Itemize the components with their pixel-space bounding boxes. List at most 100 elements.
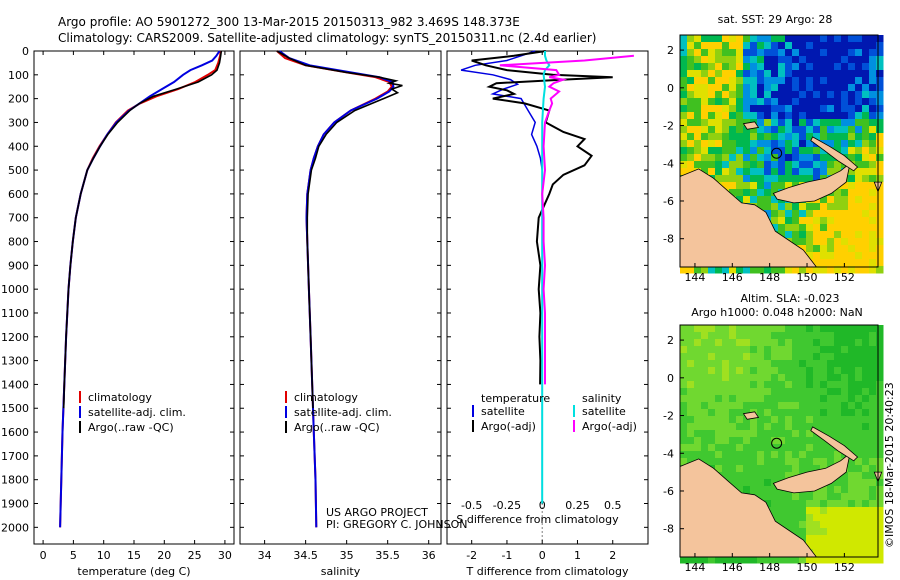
sla-map-cell: [827, 514, 835, 522]
sat-sst-map-cell: [834, 140, 842, 148]
sat-sst-map-cell: [813, 56, 821, 64]
sat-sst-map-cell: [841, 77, 849, 85]
sla-map-cell: [799, 521, 807, 529]
sat-sst-map-cell: [799, 210, 807, 218]
sat-sst-map-cell: [680, 98, 688, 106]
sat-sst-map-cell: [701, 105, 709, 113]
sat-sst-map-cell: [806, 133, 814, 141]
sat-sst-map-ytick-label: -8: [663, 233, 674, 246]
sla-map-cell: [736, 465, 744, 473]
sat-sst-map-cell: [820, 112, 828, 120]
sat-sst-map-cell: [827, 42, 835, 50]
sat-sst-map-cell: [827, 238, 835, 246]
sla-map-cell: [792, 423, 800, 431]
sat-sst-map-cell: [771, 91, 779, 99]
temperature-xtick-label: 0: [40, 549, 47, 562]
sla-map-cell: [827, 458, 835, 466]
sla-map-cell: [750, 374, 758, 382]
sat-sst-map-cell: [722, 105, 730, 113]
sat-sst-map-cell: [799, 175, 807, 183]
difference-xtick-label: 2: [609, 549, 616, 562]
sla-map-cell: [743, 325, 751, 333]
sat-sst-map-cell: [757, 168, 765, 176]
sla-map-cell: [722, 346, 730, 354]
sat-sst-map-cell: [750, 77, 758, 85]
sat-sst-map-cell: [771, 133, 779, 141]
sat-sst-map-cell: [785, 203, 793, 211]
sla-map-cell: [736, 339, 744, 347]
sla-map-cell: [820, 374, 828, 382]
sla-map-cell: [869, 479, 877, 487]
sla-map-cell: [855, 353, 863, 361]
sla-map-cell: [694, 437, 702, 445]
sla-map-cell: [743, 430, 751, 438]
sla-map-cell: [862, 521, 870, 529]
sat-sst-map-cell: [862, 203, 870, 211]
sla-map-cell: [764, 451, 772, 459]
sat-sst-map-cell: [694, 35, 702, 43]
sla-map-cell: [806, 521, 814, 529]
sla-map-cell: [862, 332, 870, 340]
sat-sst-map-cell: [855, 203, 863, 211]
sla-map-cell: [841, 395, 849, 403]
sat-sst-map-cell: [750, 84, 758, 92]
sla-map-cell: [869, 367, 877, 375]
sat-sst-map-cell: [848, 245, 856, 253]
sat-sst-map-cell: [708, 49, 716, 57]
salinity-panel: 34 34.5 35 35.5 36salinityclimatologysatelli…: [239, 50, 442, 578]
sla-map-cell: [869, 416, 877, 424]
sat-sst-map-cell: [799, 70, 807, 78]
sla-map-cell: [827, 395, 835, 403]
sat-sst-map-cell: [806, 49, 814, 57]
sat-sst-map-cell: [806, 203, 814, 211]
sat-sst-map-cell: [876, 56, 884, 64]
sla-map-cell: [876, 367, 884, 375]
sat-sst-map-land-newireland: [810, 136, 859, 172]
sla-map-cell: [806, 325, 814, 333]
sat-sst-map-cell: [764, 49, 772, 57]
sla-map-cell: [750, 423, 758, 431]
sat-sst-map-cell: [841, 252, 849, 260]
sat-sst-map-cell: [862, 168, 870, 176]
sat-sst-map-cell: [869, 63, 877, 71]
sat-sst-map-cell: [715, 161, 723, 169]
sla-map-cell: [834, 458, 842, 466]
sla-map-cell: [799, 493, 807, 501]
sat-sst-map-cell: [834, 98, 842, 106]
sat-sst-map-cell: [701, 147, 709, 155]
sla-map-cell: [694, 339, 702, 347]
sla-map-cell: [841, 423, 849, 431]
sla-map-cell: [855, 528, 863, 536]
sla-map-cell: [785, 458, 793, 466]
sat-sst-map-cell: [764, 112, 772, 120]
sat-sst-map-cell: [757, 56, 765, 64]
sat-sst-map-cell: [820, 35, 828, 43]
sla-map-cell: [750, 479, 758, 487]
sla-map-cell: [708, 556, 716, 564]
sat-sst-map-cell: [729, 35, 737, 43]
sla-map-cell: [715, 465, 723, 473]
sla-map-cell: [876, 395, 884, 403]
sat-sst-map-cell: [785, 63, 793, 71]
sat-sst-map-cell: [750, 147, 758, 155]
sat-sst-map-cell: [799, 161, 807, 169]
sat-sst-map-cell: [813, 252, 821, 260]
sat-sst-map-cell: [876, 259, 884, 267]
sat-sst-map-cell: [855, 161, 863, 169]
sla-map-cell: [743, 395, 751, 403]
sat-sst-map-cell: [778, 224, 786, 232]
sat-sst-map-cell: [736, 49, 744, 57]
sat-sst-map-cell: [785, 49, 793, 57]
sla-map-cell: [848, 500, 856, 508]
sat-sst-map-cell: [869, 182, 877, 190]
sla-map-cell: [771, 374, 779, 382]
sla-map-cell: [701, 416, 709, 424]
sla-map-cell: [792, 514, 800, 522]
sat-sst-map-cell: [722, 266, 730, 274]
sat-sst-map-cell: [813, 112, 821, 120]
sla-map-cell: [855, 346, 863, 354]
sat-sst-map-cell: [694, 105, 702, 113]
sla-map-cell: [799, 395, 807, 403]
sla-map-cell: [855, 430, 863, 438]
